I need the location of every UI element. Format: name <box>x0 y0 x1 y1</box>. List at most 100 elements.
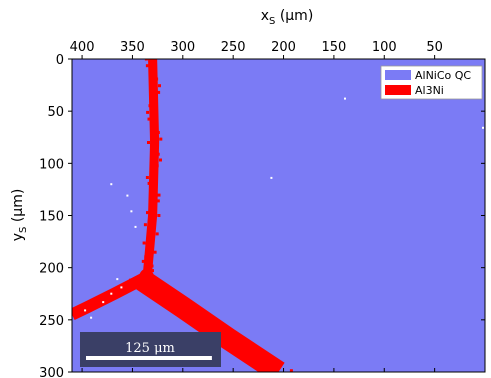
plot-background <box>72 59 485 372</box>
al3ni-speckle <box>211 315 215 319</box>
al3ni-speckle <box>118 286 122 290</box>
al3ni-speckle <box>156 199 160 203</box>
al3ni-speckle <box>242 353 246 357</box>
noise-pixel <box>110 292 113 295</box>
al3ni-speckle <box>91 298 95 302</box>
noise-pixel <box>134 225 137 228</box>
al3ni-speckle <box>157 214 161 217</box>
al3ni-speckle <box>85 309 89 313</box>
al3ni-speckle <box>244 347 248 351</box>
x-tick-label: 150 <box>321 40 346 55</box>
al3ni-speckle <box>155 77 159 81</box>
x-axis-title: xS (μm) <box>261 8 314 27</box>
al3ni-speckle <box>142 241 146 245</box>
al3ni-speckle <box>146 211 149 215</box>
al3ni-speckle <box>221 330 225 334</box>
x-tick-label: 250 <box>221 40 246 55</box>
al3ni-speckle <box>151 124 155 128</box>
al3ni-speckle <box>144 255 148 259</box>
al3ni-speckle <box>145 64 149 68</box>
legend-label-al3ni: Al3Ni <box>415 84 444 97</box>
al3ni-speckle <box>91 305 95 309</box>
al3ni-speckle <box>74 307 78 311</box>
al3ni-speckle <box>100 297 103 301</box>
al3ni-vertical-branch <box>142 59 160 274</box>
al3ni-speckle <box>189 318 193 322</box>
al3ni-speckle <box>156 131 160 134</box>
al3ni-speckle <box>132 283 136 286</box>
al3ni-speckle <box>146 110 150 114</box>
al3ni-speckle <box>136 280 140 284</box>
al3ni-speckle <box>147 237 151 240</box>
noise-pixel <box>482 126 484 129</box>
al3ni-speckle <box>95 304 99 308</box>
y-tick-label: 100 <box>39 157 64 172</box>
noise-pixel <box>344 97 346 100</box>
noise-pixel <box>110 183 113 186</box>
al3ni-speckle <box>80 311 83 315</box>
al3ni-speckle <box>125 287 129 291</box>
legend-swatch-alnico <box>385 70 411 80</box>
legend-label-alnico: AlNiCo QC <box>415 69 471 82</box>
al3ni-speckle <box>163 285 167 289</box>
al3ni-speckle <box>155 164 159 168</box>
al3ni-speckle <box>145 287 149 291</box>
al3ni-speckle <box>153 250 157 254</box>
scale-bar-box <box>80 332 221 367</box>
scale-bar: 125 μm <box>80 332 221 367</box>
al3ni-speckle <box>137 282 141 286</box>
x-tick-label: 50 <box>426 40 443 55</box>
x-tick-label: 200 <box>271 40 296 55</box>
al3ni-speckle <box>100 294 103 298</box>
al3ni-speckle <box>149 170 153 174</box>
al3ni-speckle <box>219 323 223 327</box>
al3ni-speckle <box>244 339 248 343</box>
noise-pixel <box>84 309 87 312</box>
al3ni-speckle <box>183 304 187 308</box>
al3ni-speckle <box>78 306 82 310</box>
al3ni-speckle <box>150 227 154 231</box>
al3ni-speckle <box>87 305 91 309</box>
al3ni-speckle <box>73 309 77 313</box>
scale-bar-label: 125 μm <box>125 341 175 356</box>
al3ni-speckle <box>188 310 192 314</box>
noise-pixel <box>116 278 119 281</box>
al3ni-speckle <box>120 292 124 296</box>
y-tick-label: 0 <box>56 53 64 68</box>
al3ni-speckle <box>85 308 88 312</box>
al3ni-speckle <box>144 59 148 61</box>
al3ni-speckle <box>154 298 158 302</box>
al3ni-speckle <box>239 342 243 346</box>
noise-pixel <box>102 301 105 304</box>
al3ni-speckle <box>72 311 76 315</box>
al3ni-speckle <box>159 158 162 162</box>
al3ni-speckle <box>68 311 71 314</box>
al3ni-speckle <box>91 307 95 310</box>
al3ni-speckle <box>112 293 116 297</box>
noise-pixels <box>84 97 484 319</box>
al3ni-speckle <box>180 313 184 317</box>
al3ni-speckle <box>153 187 157 191</box>
al3ni-speckle <box>157 90 161 94</box>
al3ni-speckle <box>148 104 152 108</box>
al3ni-speckle <box>84 303 88 307</box>
al3ni-speckle <box>165 305 169 309</box>
al3ni-speckle <box>129 278 132 282</box>
al3ni-speckle <box>147 141 150 144</box>
y-tick-label: 200 <box>39 262 64 277</box>
al3ni-speckle <box>223 345 227 349</box>
al3ni-speckle <box>106 295 110 299</box>
noise-pixel <box>130 210 133 213</box>
y-tick-label: 50 <box>47 105 64 120</box>
x-tick-label: 350 <box>120 40 145 55</box>
x-axis-ticks: 400 350 300 250 200 150 100 50 <box>70 40 443 372</box>
al3ni-diagonal-branch <box>136 270 285 372</box>
al3ni-speckle <box>159 289 162 293</box>
legend-swatch-al3ni <box>385 85 411 95</box>
al3ni-speckle <box>127 289 131 293</box>
al3ni-speckle <box>181 296 184 299</box>
al3ni-speckle <box>159 137 163 141</box>
al3ni-speckle <box>153 293 157 297</box>
al3ni-speckle <box>151 205 155 209</box>
al3ni-speckle <box>187 300 191 304</box>
